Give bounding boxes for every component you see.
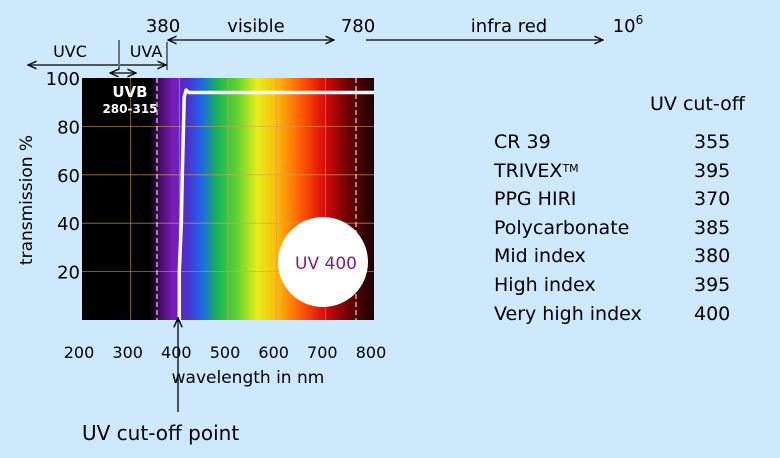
uvc-label: UVC xyxy=(53,42,87,61)
visible-end-label: 780 xyxy=(341,16,375,37)
x-tick-label: 300 xyxy=(112,343,143,362)
y-tick-label: 80 xyxy=(57,117,80,138)
lens-material-name: CR 39 xyxy=(494,131,551,153)
table-row: TRIVEXTM 395 xyxy=(494,160,754,188)
infrared-end-base: 10 xyxy=(613,16,636,37)
table-row: CR 39 355 xyxy=(494,131,754,159)
infrared-label: infra red xyxy=(471,16,547,37)
x-tick-label: 500 xyxy=(210,343,241,362)
table-row: PPG HIRI 370 xyxy=(494,188,754,216)
x-tick-label: 400 xyxy=(161,343,192,362)
table-header: UV cut-off xyxy=(650,93,745,115)
visible-label: visible xyxy=(227,16,285,37)
x-axis-label: wavelength in nm xyxy=(172,368,325,388)
x-tick-label: 600 xyxy=(258,343,289,362)
uv-cutoff-value: 380 xyxy=(694,245,731,268)
y-axis-label: transmission % xyxy=(17,135,37,265)
cutoff-annotation: UV cut-off point xyxy=(82,421,239,445)
x-tick-label: 200 xyxy=(64,343,95,362)
uv-cutoff-value: 385 xyxy=(694,216,731,239)
table-row: Very high index 400 xyxy=(494,303,754,331)
y-tick-label: 60 xyxy=(57,166,80,187)
uv-cutoff-value: 395 xyxy=(694,159,731,182)
table-row: Mid index 380 xyxy=(494,245,754,273)
uvb-label: UVB xyxy=(112,83,147,101)
lens-material-name: Very high index xyxy=(494,302,642,325)
lens-material-name: Mid index xyxy=(494,245,586,268)
y-tick-label: 40 xyxy=(57,214,80,235)
trademark-mark: TM xyxy=(562,161,579,175)
x-tick-label: 700 xyxy=(307,343,338,362)
y-tick-label: 100 xyxy=(46,69,80,90)
uv-cutoff-value: 370 xyxy=(694,188,731,211)
y-tick-labels: 20 40 60 80 100 xyxy=(46,69,80,284)
uv-cutoff-value: 395 xyxy=(694,274,731,296)
uvb-range-label: 280-315 xyxy=(102,102,157,116)
transmission-curve xyxy=(177,88,374,320)
uv-cutoff-value: 355 xyxy=(694,131,731,153)
table-row: High index 395 xyxy=(494,274,754,302)
infrared-end-label: 106 xyxy=(613,13,644,37)
infrared-end-exponent: 6 xyxy=(636,13,644,27)
uv-cutoff-value: 400 xyxy=(694,302,731,325)
x-tick-labels: 200 300 400 500 600 700 800 xyxy=(64,343,387,362)
lens-material-name: High index xyxy=(494,274,596,296)
x-tick-label: 800 xyxy=(356,343,387,362)
lens-material-name: Polycarbonate xyxy=(494,216,630,239)
uv400-badge-label: UV 400 xyxy=(295,254,357,274)
lens-material-name: TRIVEXTM xyxy=(494,159,579,182)
lens-material-name: PPG HIRI xyxy=(494,188,577,211)
visible-start-label: 380 xyxy=(146,16,180,37)
y-tick-label: 20 xyxy=(57,263,80,284)
series-layer xyxy=(177,88,374,320)
table-row: Polycarbonate 385 xyxy=(494,217,754,245)
uv400-badge xyxy=(278,217,368,307)
uva-label: UVA xyxy=(130,42,163,61)
